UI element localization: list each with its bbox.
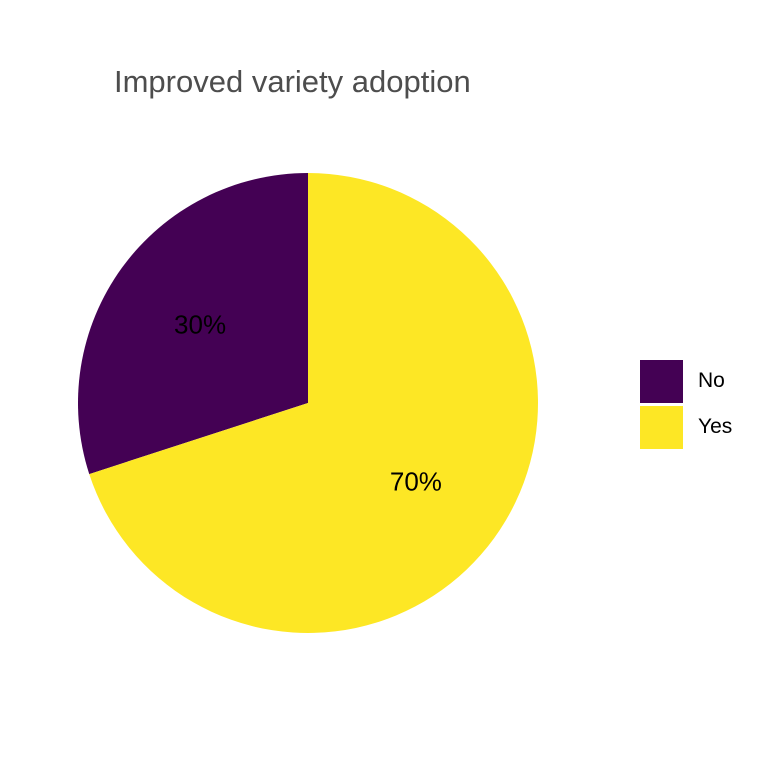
pie-slice-yes <box>89 173 538 633</box>
legend: No Yes <box>640 358 732 450</box>
slice-label-yes: 70% <box>390 466 442 496</box>
legend-item-no: No <box>640 358 732 404</box>
pie-slice-no <box>77 173 309 475</box>
legend-label-yes: Yes <box>698 415 733 438</box>
pie-slices <box>77 173 538 633</box>
slice-label-no: 30% <box>174 310 226 340</box>
legend-key-yes <box>640 405 683 449</box>
chart-title: Improved variety adoption <box>114 64 471 99</box>
legend-label-no: No <box>698 369 725 392</box>
legend-item-yes: Yes <box>640 404 732 450</box>
legend-key-no <box>640 359 683 403</box>
pie-slice-labels: 30% 70% <box>174 310 442 497</box>
